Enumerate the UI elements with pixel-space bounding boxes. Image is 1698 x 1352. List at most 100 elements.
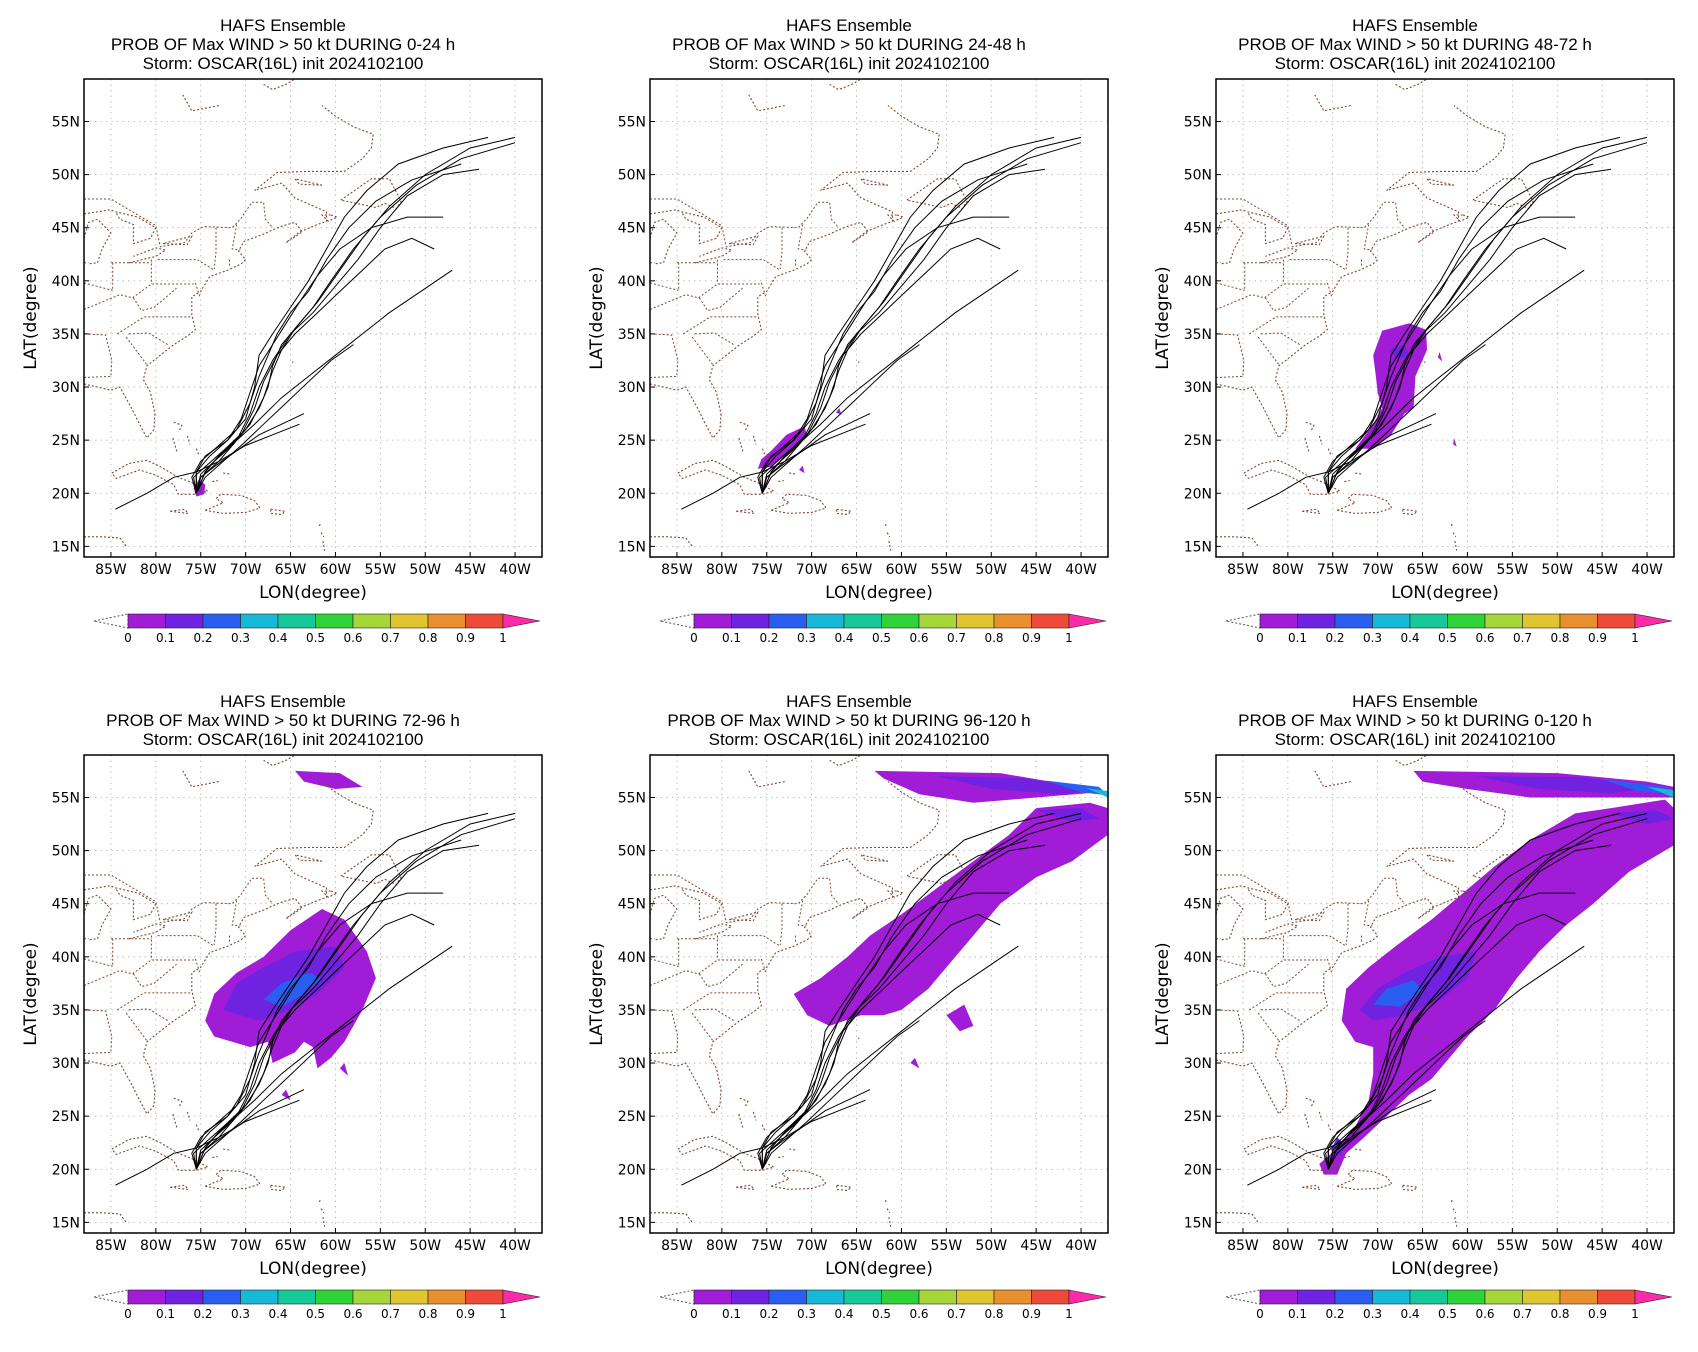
coastline — [111, 1135, 210, 1171]
y-tick-label: 55N — [618, 790, 646, 806]
x-axis-label: LON(degree) — [259, 583, 367, 603]
probability-map: 85W 80W 75W 70W 65W 60W 55W 50W 45W 40W 15N 20N 25N 3… — [1153, 754, 1675, 1321]
coastline — [884, 523, 887, 527]
plot-frame — [649, 78, 1109, 558]
political-border — [231, 224, 241, 251]
x-tick-label: 45W — [454, 1238, 486, 1254]
colorbar-swatch — [1409, 613, 1448, 629]
coastline — [1336, 1169, 1393, 1190]
colorbar-over-arrow — [1068, 613, 1107, 629]
probability-area — [1602, 779, 1674, 795]
ensemble-track — [193, 136, 516, 494]
ensemble-track — [195, 216, 444, 494]
y-tick-label: 30N — [52, 380, 80, 396]
coastline — [836, 1184, 853, 1192]
colorbar-label: 0.1 — [1288, 1307, 1307, 1321]
coastline — [1260, 923, 1300, 940]
x-tick-label: 40W — [1065, 562, 1097, 578]
coastline — [886, 214, 905, 222]
colorbar-label: 0.5 — [1438, 1307, 1457, 1321]
political-border — [213, 227, 217, 270]
coastline — [748, 770, 785, 788]
panel-title: HAFS Ensemble — [220, 692, 346, 711]
coastline — [1472, 178, 1534, 210]
coastline — [186, 1111, 191, 1121]
coastline — [340, 854, 402, 886]
political-border — [650, 1009, 679, 1054]
coastline — [694, 923, 734, 940]
panel-title: HAFS Ensemble — [786, 692, 912, 711]
political-border — [1216, 1009, 1245, 1054]
coastline — [1294, 911, 1325, 922]
ensemble-track — [195, 945, 453, 1170]
colorbar-label: 0.4 — [1400, 631, 1419, 645]
colorbar-label: 0.9 — [1022, 631, 1041, 645]
coastline — [770, 493, 827, 514]
coastline — [223, 472, 231, 475]
coastline — [1395, 755, 1428, 767]
ensemble-track — [115, 423, 300, 510]
colorbar-swatch — [1372, 613, 1411, 629]
coastline — [650, 894, 678, 941]
ensemble-track — [1327, 269, 1585, 494]
coastline — [291, 361, 294, 363]
coastline — [223, 1148, 231, 1151]
coastline — [836, 508, 853, 516]
coastline — [1327, 1124, 1332, 1132]
coastline — [128, 923, 168, 940]
coastline — [291, 1037, 294, 1039]
colorbar-label: 0.4 — [834, 1307, 853, 1321]
colorbar-label: 1 — [499, 631, 507, 645]
y-tick-label: 40N — [1184, 950, 1212, 966]
coastline — [320, 214, 339, 222]
colorbar-swatch — [806, 613, 845, 629]
colorbar-label: 0.2 — [193, 631, 212, 645]
political-border — [1216, 282, 1245, 291]
political-border — [125, 336, 148, 365]
colorbar-swatch — [843, 1289, 882, 1305]
x-tick-label: 40W — [499, 1238, 531, 1254]
colorbar-label: 0.7 — [947, 1307, 966, 1321]
colorbar-swatch — [277, 613, 316, 629]
coastline — [886, 532, 891, 538]
panel-storm-line: Storm: OSCAR(16L) init 2024102100 — [142, 730, 424, 749]
coastline — [650, 209, 681, 215]
x-tick-label: 70W — [230, 562, 262, 578]
probability-area — [197, 485, 203, 494]
colorbar-swatch — [956, 1289, 995, 1305]
colorbar-label: 0.7 — [1513, 631, 1532, 645]
colorbar-under-arrow — [1225, 1289, 1261, 1305]
colorbar-swatch — [390, 1289, 429, 1305]
political-border — [1326, 958, 1333, 973]
political-border — [694, 332, 736, 347]
ensemble-track — [195, 237, 435, 494]
coastline — [1216, 1212, 1259, 1223]
colorbar-swatch — [1297, 1289, 1336, 1305]
coastline — [84, 105, 374, 439]
coastline — [829, 79, 862, 91]
colorbar-label: 0 — [1256, 631, 1264, 645]
coastline — [172, 437, 178, 454]
colorbar-under-arrow — [659, 1289, 695, 1305]
colorbar-swatch — [1259, 1289, 1298, 1305]
colorbar-swatch — [1372, 1289, 1411, 1305]
political-border — [694, 1008, 736, 1023]
y-tick-label: 30N — [618, 380, 646, 396]
political-border — [84, 282, 113, 291]
ensemble-track — [195, 812, 489, 1170]
colorbar-swatch — [1031, 613, 1070, 629]
political-border — [650, 959, 760, 986]
coastline — [170, 1184, 190, 1191]
colorbar-label: 0.7 — [381, 1307, 400, 1321]
probability-area — [937, 776, 1090, 795]
coastline — [1423, 361, 1426, 363]
ensemble-track — [1327, 142, 1648, 494]
colorbar-label: 0.6 — [1475, 631, 1494, 645]
y-tick-label: 20N — [52, 1162, 80, 1178]
colorbar-label: 0.5 — [872, 1307, 891, 1321]
coastline — [172, 1113, 178, 1130]
coastline — [1216, 536, 1259, 547]
coastline — [1395, 79, 1428, 91]
colorbar-swatch — [1297, 613, 1336, 629]
ensemble-track — [761, 892, 1010, 1170]
